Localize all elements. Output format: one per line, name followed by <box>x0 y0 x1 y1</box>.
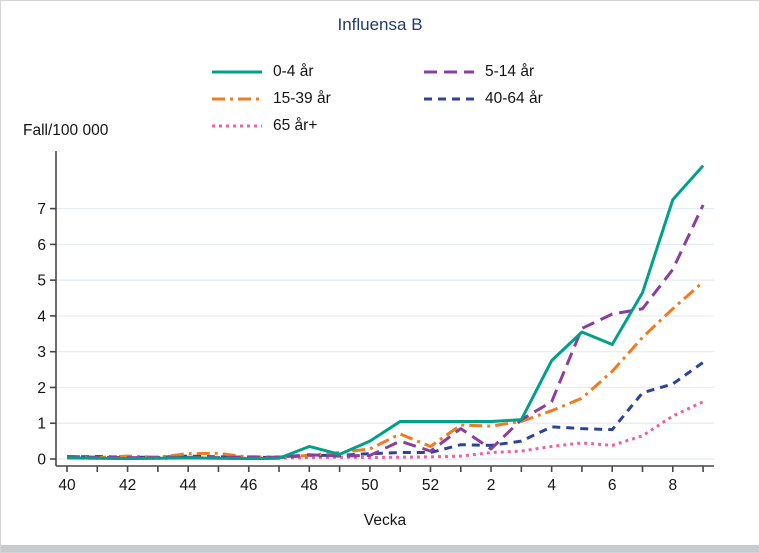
x-tick-label: 2 <box>487 477 496 494</box>
series-line-5-14-ar <box>66 204 705 460</box>
series-line-0-4-ar <box>66 164 705 461</box>
legend-line-65-plus-icon <box>212 124 262 128</box>
chart-title: Influensa B <box>337 15 423 34</box>
y-tick-label: 5 <box>37 273 46 290</box>
x-tick-label: 42 <box>119 477 136 494</box>
y-axis-ticks: 0 1 2 3 4 5 6 7 <box>37 201 56 469</box>
y-tick-label: 2 <box>37 380 46 397</box>
y-tick-label: 7 <box>37 201 46 218</box>
x-tick-label: 48 <box>301 477 318 494</box>
x-tick-label: 4 <box>547 477 556 494</box>
legend-label-40-64: 40-64 år <box>485 90 543 107</box>
legend-item-65-plus: 65 år+ <box>211 115 423 137</box>
series-line-15-39-ar <box>66 280 705 460</box>
axes <box>55 151 714 467</box>
legend-line-0-4-icon <box>212 70 262 74</box>
series-line-40-64-ar <box>66 361 704 460</box>
legend-line-15-39-icon <box>212 97 262 101</box>
y-tick-label: 1 <box>37 416 46 433</box>
x-tick-label: 52 <box>422 477 439 494</box>
y-tick-label: 0 <box>37 452 46 469</box>
x-tick-label: 46 <box>240 477 257 494</box>
legend-line-5-14-icon <box>424 70 474 74</box>
x-tick-label: 6 <box>608 477 617 494</box>
x-tick-label: 44 <box>180 477 198 494</box>
legend-item-40-64: 40-64 år <box>423 88 623 110</box>
legend-item-15-39: 15-39 år <box>211 88 423 110</box>
legend: 0-4 år 5-14 år 15-39 år 40-64 år 65 år+ <box>211 61 623 137</box>
legend-item-0-4: 0-4 år <box>211 61 423 83</box>
legend-label-5-14: 5-14 år <box>485 63 535 80</box>
y-axis-title: Fall/100 000 <box>23 122 109 139</box>
y-tick-label: 6 <box>37 237 46 254</box>
x-tick-label: 50 <box>361 477 379 494</box>
legend-label-65-plus: 65 år+ <box>273 117 318 134</box>
x-axis-ticks: 40 42 44 46 48 50 52 2 4 6 8 <box>58 466 704 494</box>
x-tick-label: 40 <box>58 477 76 494</box>
bottom-window-edge <box>1 545 759 552</box>
y-tick-label: 3 <box>37 344 46 361</box>
x-axis-title: Vecka <box>363 512 407 529</box>
y-tick-label: 4 <box>37 308 46 325</box>
legend-label-0-4: 0-4 år <box>273 63 314 80</box>
gridlines <box>56 208 714 460</box>
legend-item-5-14: 5-14 år <box>423 61 623 83</box>
x-tick-label: 8 <box>668 477 677 494</box>
series-lines <box>66 164 705 461</box>
legend-label-15-39: 15-39 år <box>273 90 331 107</box>
